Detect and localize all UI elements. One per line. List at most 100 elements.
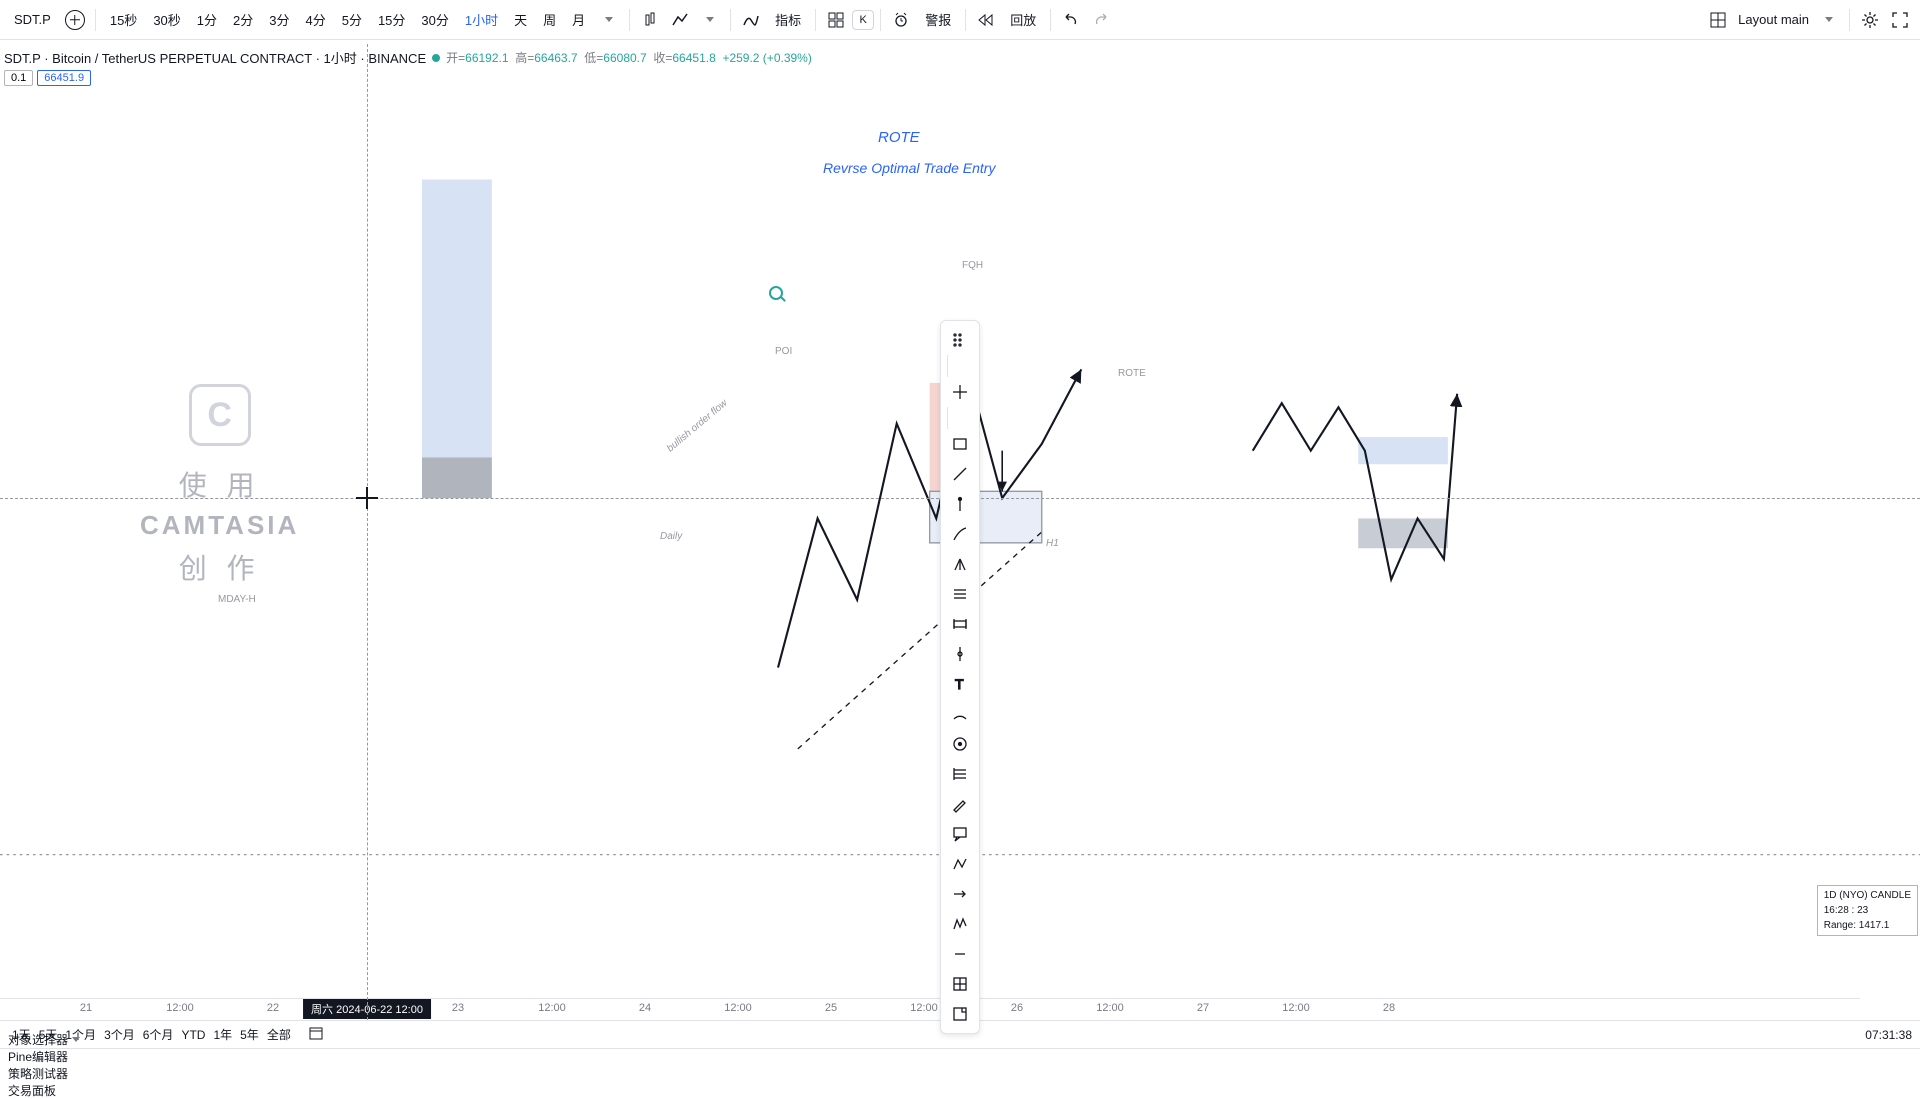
ann-rote-label: ROTE bbox=[1118, 368, 1146, 379]
right-zigzag bbox=[1253, 394, 1457, 580]
interval-3分[interactable]: 3分 bbox=[261, 9, 297, 32]
drawtool-rect[interactable] bbox=[945, 429, 975, 459]
interval-月[interactable]: 月 bbox=[564, 9, 593, 32]
interval-15分[interactable]: 15分 bbox=[370, 9, 413, 32]
bottom-tabs: 对象选择器Pine编辑器策略测试器交易面板 bbox=[0, 1048, 1920, 1080]
range-YTD[interactable]: YTD bbox=[177, 1026, 209, 1044]
time-tick: 24 bbox=[639, 1002, 651, 1014]
fullscreen-button[interactable] bbox=[1886, 6, 1914, 34]
drawtool-grid[interactable] bbox=[945, 969, 975, 999]
drawtool-xabcd[interactable] bbox=[945, 909, 975, 939]
range-1年[interactable]: 1年 bbox=[209, 1026, 236, 1044]
drawtool-text[interactable]: T bbox=[945, 669, 975, 699]
interval-5分[interactable]: 5分 bbox=[334, 9, 370, 32]
circle-icon bbox=[951, 735, 969, 753]
add-symbol-button[interactable] bbox=[61, 6, 89, 34]
bottom-tab-0[interactable]: 对象选择器 bbox=[8, 1031, 80, 1048]
drawtool-callout[interactable] bbox=[945, 819, 975, 849]
time-tick: 28 bbox=[1383, 1002, 1395, 1014]
interval-15秒[interactable]: 15秒 bbox=[102, 9, 145, 32]
drawtool-crosshair[interactable] bbox=[945, 377, 975, 407]
drawtool-minus[interactable] bbox=[945, 939, 975, 969]
indicators-icon bbox=[742, 11, 760, 29]
drawtool-brush[interactable] bbox=[945, 519, 975, 549]
interval-1小时[interactable]: 1小时 bbox=[457, 9, 506, 32]
interval-周[interactable]: 周 bbox=[535, 9, 564, 32]
line-style-button[interactable] bbox=[666, 6, 694, 34]
handle-icon bbox=[951, 331, 969, 349]
settings-button[interactable] bbox=[1856, 6, 1884, 34]
drawtool-hlines[interactable] bbox=[945, 759, 975, 789]
layout-icon bbox=[1710, 12, 1726, 28]
symbol-full[interactable]: SDT.P · Bitcoin / TetherUS PERPETUAL CON… bbox=[4, 48, 426, 67]
range-全部[interactable]: 全部 bbox=[263, 1026, 295, 1044]
drawtool-vert-line[interactable] bbox=[945, 489, 975, 519]
time-tick: 12:00 bbox=[724, 1002, 752, 1014]
interval-more-button[interactable] bbox=[595, 6, 623, 34]
redo-button[interactable] bbox=[1087, 6, 1115, 34]
magnify-icon[interactable] bbox=[769, 286, 783, 300]
drawtool-arc[interactable] bbox=[945, 699, 975, 729]
interval-30分[interactable]: 30分 bbox=[413, 9, 456, 32]
drawtool-arrow[interactable] bbox=[945, 879, 975, 909]
trendline-icon bbox=[951, 465, 969, 483]
drawtool-handle[interactable] bbox=[945, 325, 975, 355]
pill-a[interactable]: 0.1 bbox=[4, 70, 33, 86]
time-tick: 22 bbox=[267, 1002, 279, 1014]
minus-icon bbox=[951, 945, 969, 963]
range-5年[interactable]: 5年 bbox=[236, 1026, 263, 1044]
svg-text:T: T bbox=[955, 676, 964, 692]
right-blue-box bbox=[1358, 437, 1448, 464]
layout-more[interactable] bbox=[1815, 6, 1843, 34]
replay-rewind-button[interactable] bbox=[972, 6, 1000, 34]
pitchfork-icon bbox=[951, 555, 969, 573]
interval-2分[interactable]: 2分 bbox=[225, 9, 261, 32]
drawtool-zigzag[interactable] bbox=[945, 849, 975, 879]
drawtool-pencil[interactable] bbox=[945, 789, 975, 819]
drawtool-trendline[interactable] bbox=[945, 459, 975, 489]
arc-icon bbox=[951, 705, 969, 723]
interval-1分[interactable]: 1分 bbox=[189, 9, 225, 32]
interval-30秒[interactable]: 30秒 bbox=[145, 9, 188, 32]
chevron-down-icon bbox=[72, 1037, 80, 1042]
pencil-icon bbox=[951, 795, 969, 813]
layout-grid-button[interactable] bbox=[1704, 6, 1732, 34]
bottom-tab-2[interactable]: 策略测试器 bbox=[8, 1065, 80, 1082]
chevron-down-icon bbox=[605, 17, 613, 22]
time-tick: 27 bbox=[1197, 1002, 1209, 1014]
drawtool-vline2[interactable] bbox=[945, 639, 975, 669]
drawtool-note[interactable] bbox=[945, 999, 975, 1029]
indicators-icon-button[interactable] bbox=[737, 6, 765, 34]
undo-button[interactable] bbox=[1057, 6, 1085, 34]
infobox-l3: Range: 1417.1 bbox=[1824, 918, 1911, 933]
goto-date-button[interactable] bbox=[305, 1024, 327, 1045]
interval-4分[interactable]: 4分 bbox=[297, 9, 333, 32]
range-6个月[interactable]: 6个月 bbox=[139, 1026, 178, 1044]
alert-button[interactable]: 警报 bbox=[917, 6, 959, 33]
drawtool-pitchfork[interactable] bbox=[945, 549, 975, 579]
interval-天[interactable]: 天 bbox=[506, 9, 535, 32]
indicators-button[interactable]: 指标 bbox=[767, 6, 809, 33]
k-button[interactable]: K bbox=[852, 10, 874, 30]
pill-b[interactable]: 66451.9 bbox=[37, 70, 91, 86]
range-3个月[interactable]: 3个月 bbox=[100, 1026, 139, 1044]
zigzag-icon bbox=[951, 855, 969, 873]
templates-button[interactable] bbox=[822, 6, 850, 34]
symbol-short[interactable]: SDT.P bbox=[6, 8, 59, 31]
text-icon: T bbox=[951, 675, 969, 693]
fullscreen-icon bbox=[1892, 12, 1908, 28]
drawtool-circle[interactable] bbox=[945, 729, 975, 759]
alert-icon-button[interactable] bbox=[887, 6, 915, 34]
layout-name[interactable]: Layout main bbox=[1734, 12, 1813, 27]
replay-button[interactable]: 回放 bbox=[1002, 6, 1044, 33]
drawtool-fib[interactable] bbox=[945, 579, 975, 609]
bottom-tab-1[interactable]: Pine编辑器 bbox=[8, 1048, 80, 1065]
vline2-icon bbox=[951, 645, 969, 663]
time-tick: 12:00 bbox=[166, 1002, 194, 1014]
bottom-tab-3[interactable]: 交易面板 bbox=[8, 1082, 80, 1099]
line-style-more[interactable] bbox=[696, 6, 724, 34]
candle-style-button[interactable] bbox=[636, 6, 664, 34]
time-tick: 26 bbox=[1011, 1002, 1023, 1014]
drawtool-range[interactable] bbox=[945, 609, 975, 639]
time-axis[interactable]: 2112:00222312:002412:002512:002612:00271… bbox=[0, 998, 1860, 1020]
